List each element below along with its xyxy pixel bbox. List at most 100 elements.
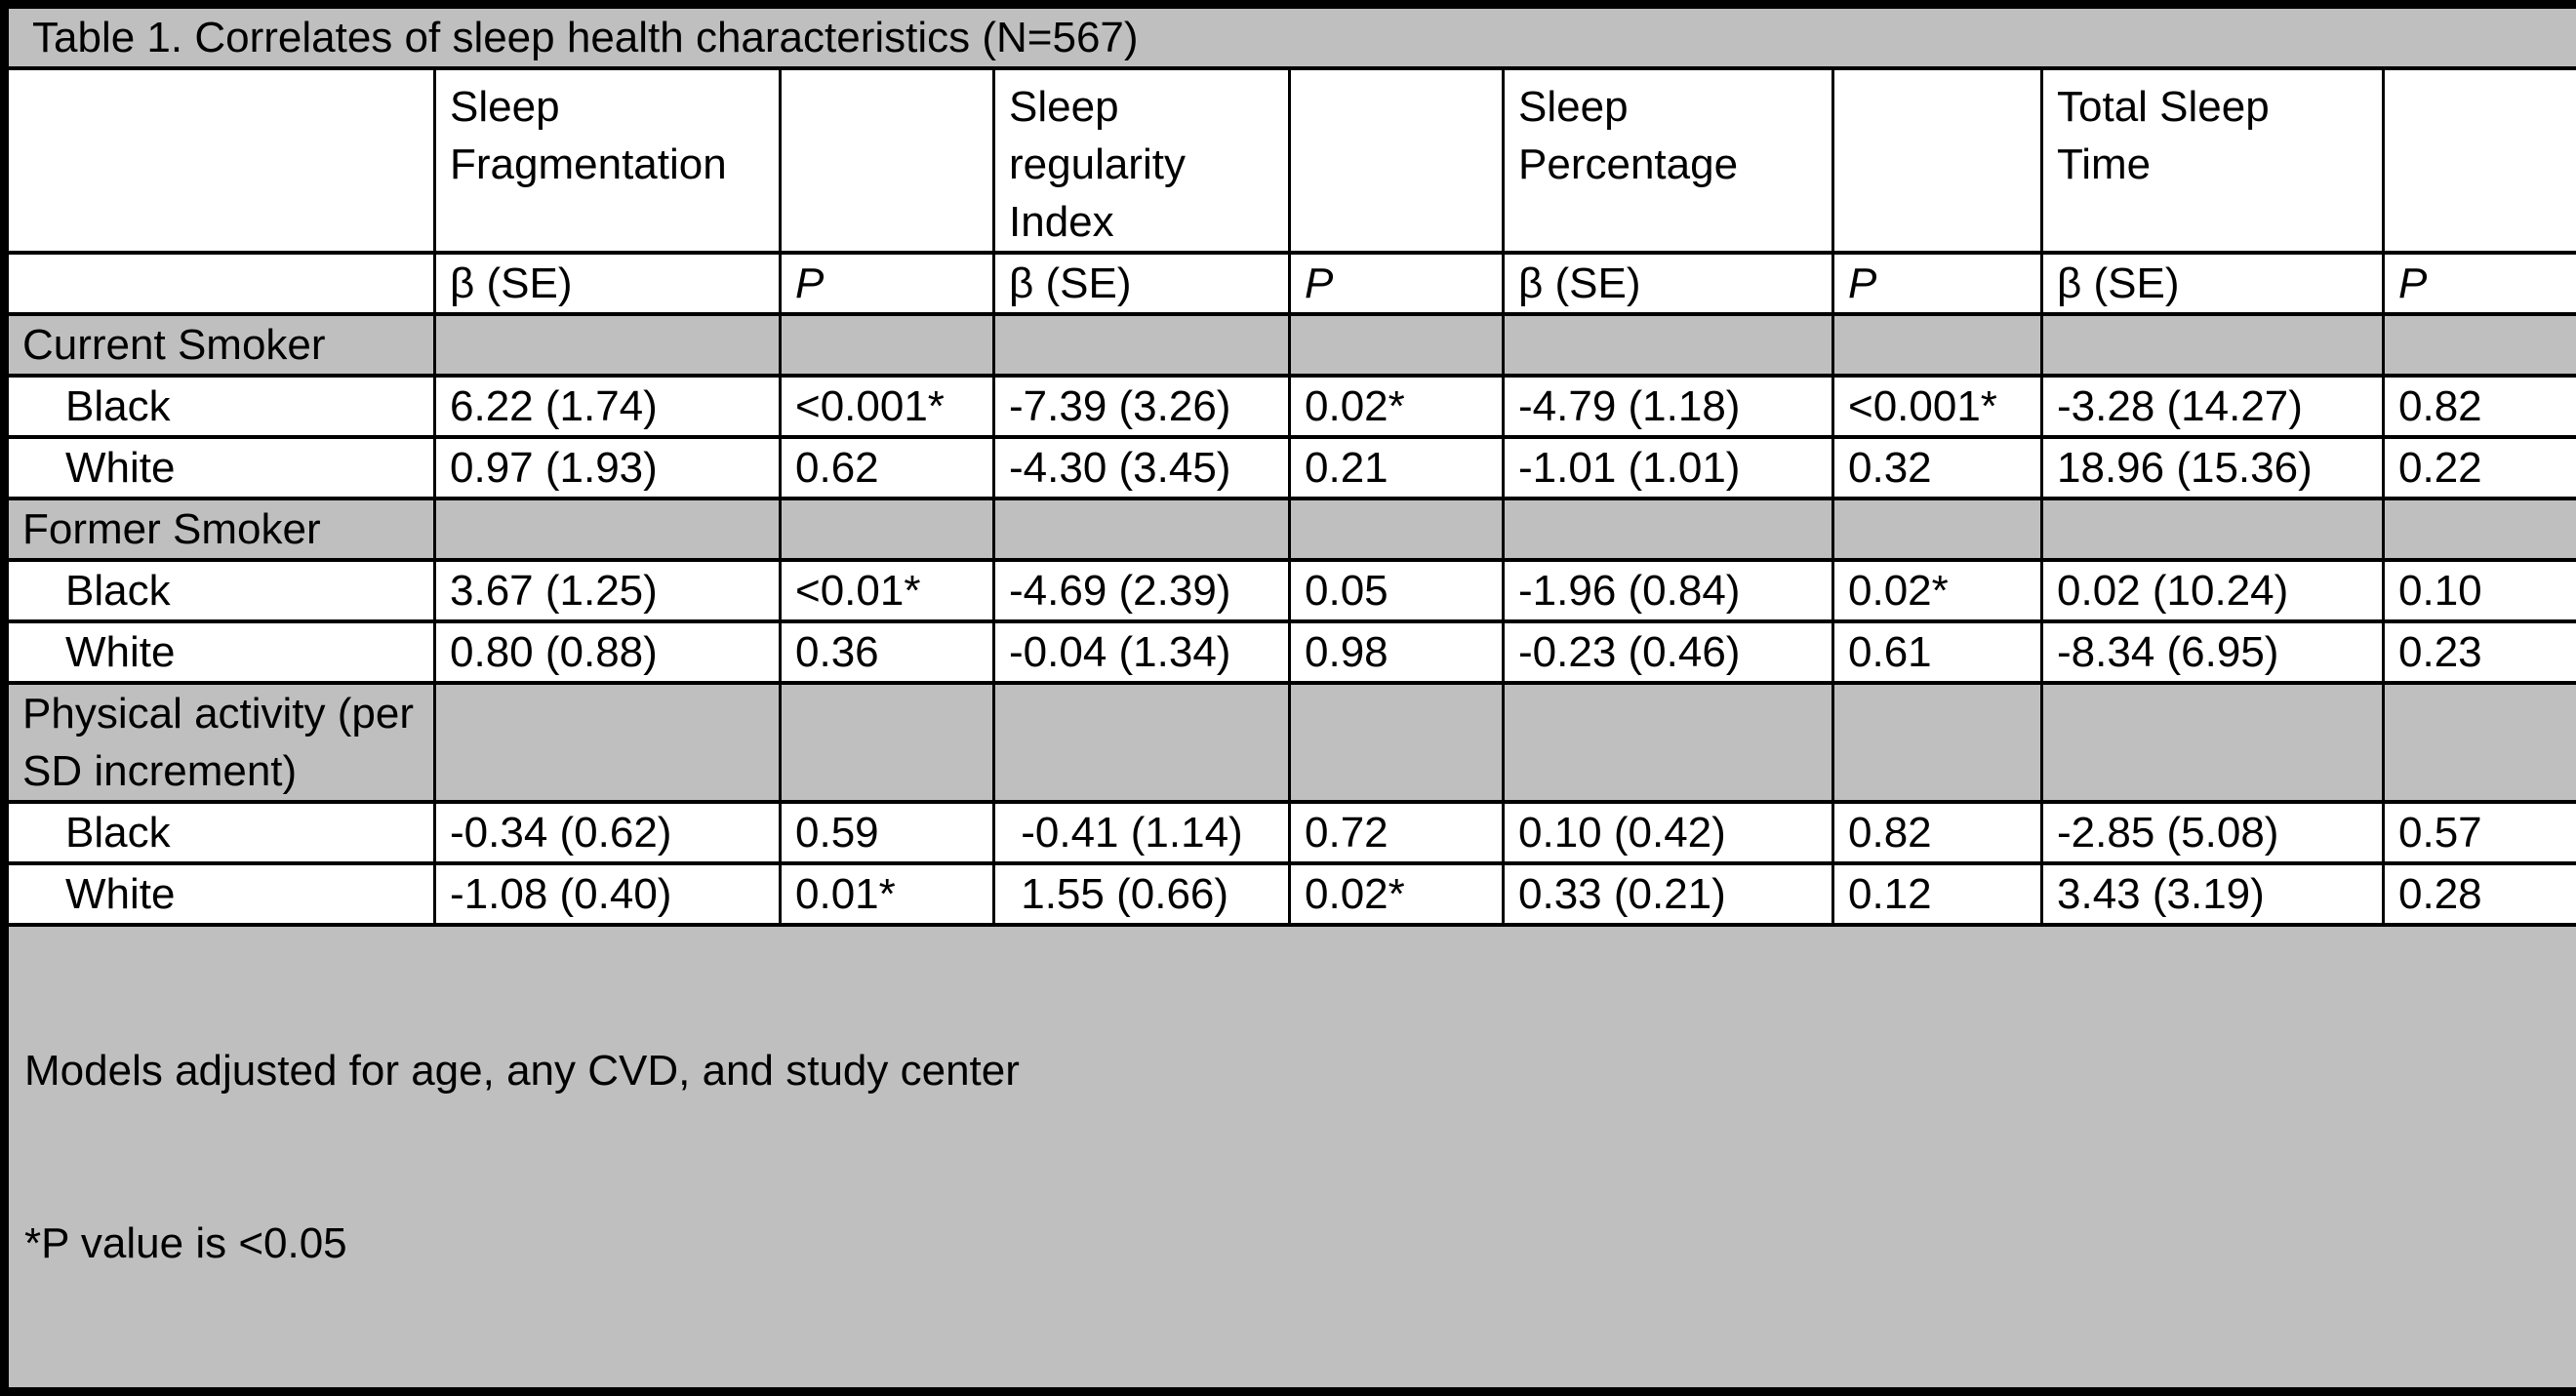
empty-cell <box>435 683 781 802</box>
footnote-models-adjusted: Models adjusted for age, any CVD, and st… <box>24 1042 2562 1099</box>
stat-header-p: P <box>2384 253 2576 314</box>
table-title-row: Table 1. Correlates of sleep health char… <box>5 5 2576 69</box>
row-label: White <box>5 437 435 499</box>
row-label: White <box>5 621 435 683</box>
value-cell: -1.08 (0.40) <box>435 863 781 925</box>
empty-cell <box>1290 314 1504 376</box>
stat-header-p: P <box>781 253 994 314</box>
value-cell: 0.10 (0.42) <box>1504 802 1833 863</box>
value-cell: 0.02 (10.24) <box>2042 560 2384 621</box>
empty-cell <box>1504 314 1833 376</box>
row-label: Black <box>5 560 435 621</box>
footnote-p-value: *P value is <0.05 <box>24 1215 2562 1272</box>
empty-cell <box>2384 314 2576 376</box>
value-cell: 0.02* <box>1290 863 1504 925</box>
value-cell: -4.30 (3.45) <box>994 437 1290 499</box>
row-label: Black <box>5 802 435 863</box>
value-cell: 0.23 <box>2384 621 2576 683</box>
empty-cell <box>435 499 781 560</box>
empty-cell <box>2042 314 2384 376</box>
row-label: Black <box>5 376 435 437</box>
value-cell: -4.79 (1.18) <box>1504 376 1833 437</box>
stat-header-p: P <box>1833 253 2042 314</box>
value-cell: 0.57 <box>2384 802 2576 863</box>
value-cell: 0.61 <box>1833 621 2042 683</box>
footnote-row: Models adjusted for age, any CVD, and st… <box>5 925 2576 1392</box>
value-cell: 0.01* <box>781 863 994 925</box>
empty-cell <box>5 253 435 314</box>
empty-cell <box>1833 68 2042 253</box>
empty-cell <box>1290 683 1504 802</box>
value-cell: 0.22 <box>2384 437 2576 499</box>
empty-cell <box>5 68 435 253</box>
stat-header-beta-se: β (SE) <box>1504 253 1833 314</box>
data-row-current-smoker-black: Black 6.22 (1.74) <0.001* -7.39 (3.26) 0… <box>5 376 2576 437</box>
value-cell: -0.23 (0.46) <box>1504 621 1833 683</box>
value-cell: -2.85 (5.08) <box>2042 802 2384 863</box>
column-group-header-row: Sleep Fragmentation Sleep regularity Ind… <box>5 68 2576 253</box>
value-cell: 0.05 <box>1290 560 1504 621</box>
footnotes-cell: Models adjusted for age, any CVD, and st… <box>5 925 2576 1392</box>
empty-cell <box>1833 683 2042 802</box>
stat-header-beta-se: β (SE) <box>994 253 1290 314</box>
value-cell: 3.43 (3.19) <box>2042 863 2384 925</box>
stat-header-p: P <box>1290 253 1504 314</box>
value-cell: -0.34 (0.62) <box>435 802 781 863</box>
value-cell: <0.01* <box>781 560 994 621</box>
value-cell: 6.22 (1.74) <box>435 376 781 437</box>
stat-header-row: β (SE) P β (SE) P β (SE) P β (SE) P <box>5 253 2576 314</box>
value-cell: 0.36 <box>781 621 994 683</box>
value-cell: -7.39 (3.26) <box>994 376 1290 437</box>
empty-cell <box>781 314 994 376</box>
section-row-current-smoker: Current Smoker <box>5 314 2576 376</box>
empty-cell <box>2384 499 2576 560</box>
value-cell: 0.02* <box>1833 560 2042 621</box>
empty-cell <box>1290 68 1504 253</box>
empty-cell <box>2384 683 2576 802</box>
empty-cell <box>2042 683 2384 802</box>
data-row-current-smoker-white: White 0.97 (1.93) 0.62 -4.30 (3.45) 0.21… <box>5 437 2576 499</box>
value-cell: 1.55 (0.66) <box>994 863 1290 925</box>
section-label: Former Smoker <box>5 499 435 560</box>
value-cell: 0.80 (0.88) <box>435 621 781 683</box>
value-cell: 0.62 <box>781 437 994 499</box>
value-cell: -1.01 (1.01) <box>1504 437 1833 499</box>
value-cell: 0.33 (0.21) <box>1504 863 1833 925</box>
value-cell: 0.97 (1.93) <box>435 437 781 499</box>
empty-cell <box>435 314 781 376</box>
group-header-sleep-regularity-index: Sleep regularity Index <box>994 68 1290 253</box>
empty-cell <box>1290 499 1504 560</box>
value-cell: 0.32 <box>1833 437 2042 499</box>
value-cell: 0.98 <box>1290 621 1504 683</box>
data-row-physical-activity-black: Black -0.34 (0.62) 0.59 -0.41 (1.14) 0.7… <box>5 802 2576 863</box>
value-cell: 0.72 <box>1290 802 1504 863</box>
value-cell: <0.001* <box>1833 376 2042 437</box>
value-cell: 0.82 <box>2384 376 2576 437</box>
data-row-former-smoker-black: Black 3.67 (1.25) <0.01* -4.69 (2.39) 0.… <box>5 560 2576 621</box>
section-label: Current Smoker <box>5 314 435 376</box>
empty-cell <box>994 499 1290 560</box>
empty-cell <box>781 68 994 253</box>
value-cell: -0.04 (1.34) <box>994 621 1290 683</box>
value-cell: <0.001* <box>781 376 994 437</box>
value-cell: -8.34 (6.95) <box>2042 621 2384 683</box>
row-label: White <box>5 863 435 925</box>
value-cell: 0.02* <box>1290 376 1504 437</box>
value-cell: 0.59 <box>781 802 994 863</box>
section-label: Physical activity (per SD increment) <box>5 683 435 802</box>
value-cell: 18.96 (15.36) <box>2042 437 2384 499</box>
section-row-former-smoker: Former Smoker <box>5 499 2576 560</box>
empty-cell <box>1833 499 2042 560</box>
group-header-total-sleep-time: Total Sleep Time <box>2042 68 2384 253</box>
value-cell: 3.67 (1.25) <box>435 560 781 621</box>
empty-cell <box>1833 314 2042 376</box>
stat-header-beta-se: β (SE) <box>435 253 781 314</box>
stat-header-beta-se: β (SE) <box>2042 253 2384 314</box>
empty-cell <box>994 683 1290 802</box>
group-header-sleep-percentage: Sleep Percentage <box>1504 68 1833 253</box>
empty-cell <box>1504 683 1833 802</box>
empty-cell <box>781 683 994 802</box>
value-cell: 0.82 <box>1833 802 2042 863</box>
data-row-physical-activity-white: White -1.08 (0.40) 0.01* 1.55 (0.66) 0.0… <box>5 863 2576 925</box>
